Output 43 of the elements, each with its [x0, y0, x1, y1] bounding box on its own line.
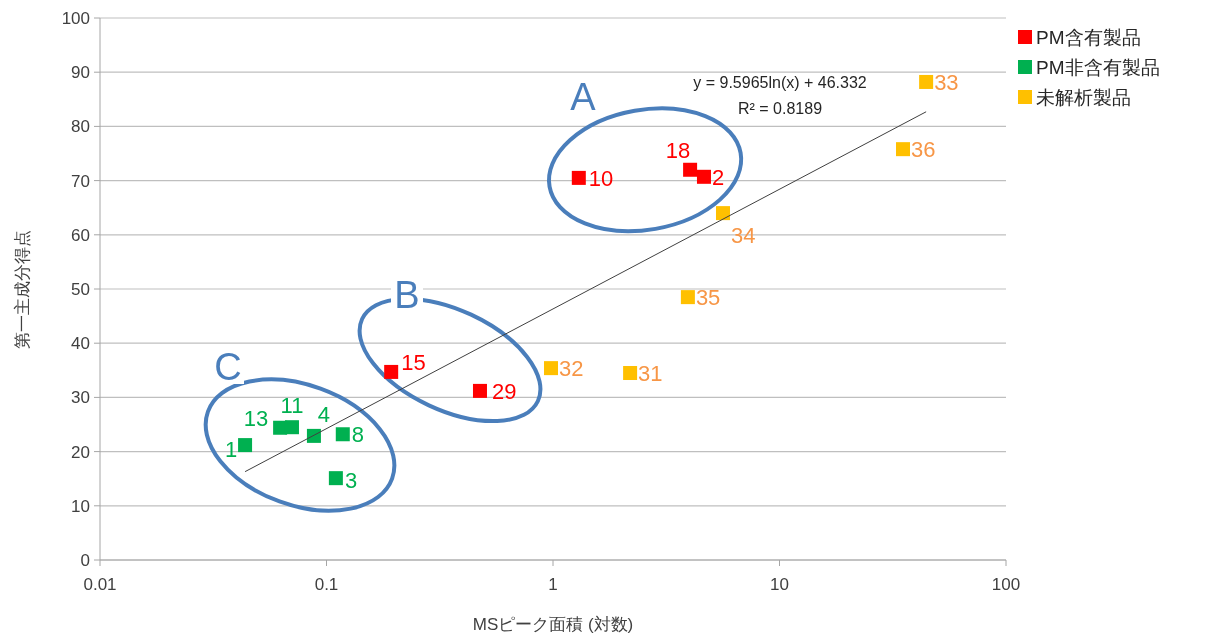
annotation: 13 [243, 405, 269, 431]
annotation: 3 [344, 468, 358, 494]
annotation: 4 [317, 401, 331, 427]
y-tick-label: 90 [71, 63, 90, 83]
annotation: A [570, 76, 597, 118]
y-tick-label: 30 [71, 388, 90, 408]
annotation: 36 [911, 137, 936, 163]
y-tick-label: 20 [71, 442, 90, 462]
x-tick-label: 100 [991, 575, 1021, 594]
annotation: 29 [491, 378, 517, 404]
annotation: 15 [401, 349, 426, 375]
x-tick-label: 0.1 [314, 575, 339, 594]
annotation: 2 [711, 164, 725, 190]
annotation: 8 [351, 422, 365, 448]
y-tick-label: 50 [71, 280, 90, 299]
y-tick-label: 0 [80, 551, 90, 570]
x-axis-title: MSピーク面積 (対数) [472, 615, 634, 634]
x-tick-label: 1 [548, 575, 558, 594]
annotation: 32 [559, 356, 584, 382]
annotation: 1 [224, 437, 238, 463]
legend-label: PM含有製品 [1036, 27, 1141, 48]
legend-label: 未解析製品 [1036, 87, 1131, 108]
annotation: 10 [588, 165, 614, 191]
annotation: 33 [934, 69, 959, 95]
annotation: 18 [665, 137, 691, 163]
annotation: B [394, 274, 420, 316]
y-tick-label: 10 [71, 496, 90, 516]
annotation: C [214, 346, 242, 388]
y-tick-label: 70 [71, 171, 90, 191]
annotation: 34 [730, 223, 756, 249]
y-axis-title: 第一主成分得点 [13, 229, 32, 349]
annotation: R² = 0.8189 [737, 100, 823, 117]
legend-label: PM非含有製品 [1036, 57, 1160, 78]
annotation: 11 [280, 393, 304, 419]
y-tick-label: 80 [71, 117, 90, 137]
annotation: 35 [695, 285, 721, 311]
y-tick-label: 60 [71, 225, 90, 245]
annotation: y = 9.5965ln(x) + 46.332 [693, 74, 867, 91]
y-tick-label: 40 [71, 334, 90, 354]
annotation: 31 [638, 361, 663, 387]
x-tick-label: 0.01 [83, 575, 117, 594]
x-tick-label: 10 [770, 575, 789, 594]
y-tick-label: 100 [61, 9, 90, 28]
